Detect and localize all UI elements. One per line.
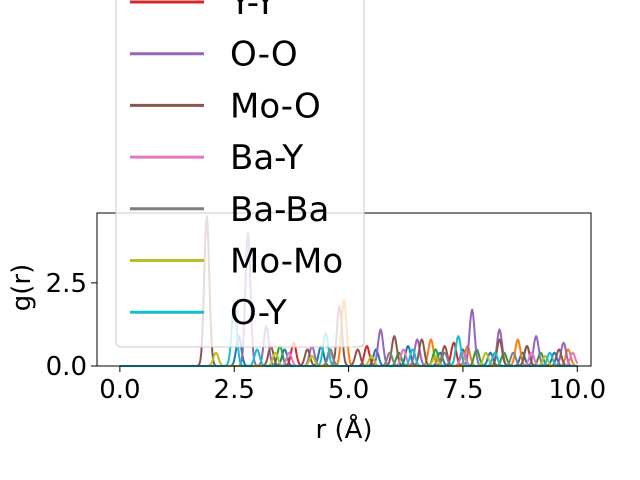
ticks-layer: 0.0 2.5 5.0 7.5 10.0 0.0 2.5 [46,269,607,405]
x-tick-label: 2.5 [214,375,255,405]
y-axis-label: g(r) [7,264,37,311]
legend-label: Mo-O [230,86,321,126]
x-tick-label: 0.0 [99,375,140,405]
legend-label: O-Y [230,293,287,333]
y-tick-label: 0.0 [46,352,87,382]
x-axis-label: r (Å) [315,413,372,445]
legend-label: Mo-Mo [230,242,343,282]
legend-label: Ba-Ba [230,190,329,230]
y-tick-label: 2.5 [46,269,87,299]
legend: Y-Y O-O Mo-O Ba-Y Ba-Ba Mo-Mo O-Y [115,0,365,348]
legend-label: O-O [230,35,298,75]
x-tick-label: 10.0 [548,375,606,405]
legend-label: Y-Y [229,0,276,23]
x-tick-label: 5.0 [328,375,369,405]
x-tick-label: 7.5 [442,375,483,405]
legend-label: Ba-Y [230,138,303,178]
